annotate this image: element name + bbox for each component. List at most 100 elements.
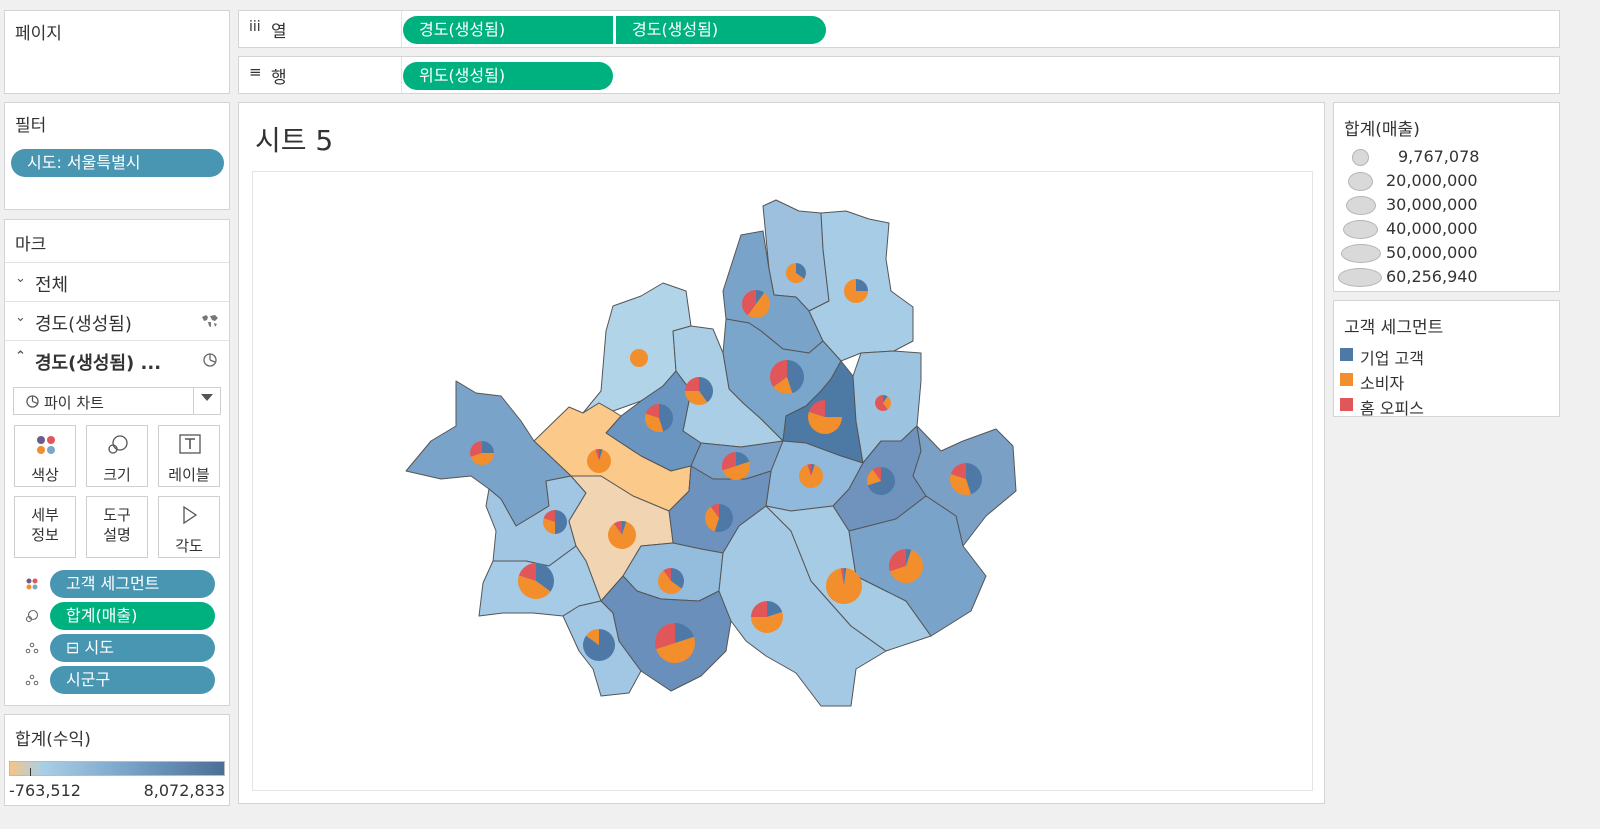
- columns-shelf[interactable]: iii 열 경도(생성됨) 경도(생성됨): [238, 10, 1560, 48]
- detail-icon: [25, 674, 39, 686]
- detail-icon: [25, 642, 39, 654]
- pie-marker[interactable]: [655, 623, 695, 664]
- pie-slice: [826, 568, 863, 604]
- size-circle-icon: [1341, 244, 1381, 263]
- filters-title: 필터: [15, 116, 47, 136]
- marks-row-all[interactable]: ⌄ 전체: [5, 262, 229, 302]
- pie-slice: [659, 404, 674, 432]
- pie-marker[interactable]: [543, 510, 567, 535]
- mark-field-sido[interactable]: ⊟ 시도: [5, 633, 225, 663]
- rows-shelf[interactable]: ≡ 행 위도(생성됨): [238, 56, 1560, 94]
- pie-slice: [608, 521, 637, 549]
- column-pill-longitude-2[interactable]: 경도(생성됨): [616, 16, 826, 44]
- pie-marker[interactable]: [751, 601, 783, 633]
- pie-slice: [663, 568, 671, 581]
- mark-field-sales[interactable]: 합계(매출): [5, 601, 225, 631]
- field-pill-segment[interactable]: 고객 세그먼트: [50, 570, 215, 598]
- pie-slice: [675, 623, 695, 643]
- pie-slice: [543, 518, 555, 535]
- field-pill-sido[interactable]: ⊟ 시도: [50, 634, 215, 662]
- pie-marker[interactable]: [889, 549, 924, 583]
- label-button[interactable]: 레이블: [158, 425, 220, 487]
- pie-marker[interactable]: [583, 629, 616, 661]
- segment-legend-item[interactable]: 기업 고객: [1334, 345, 1554, 368]
- size-circle-icon: [1338, 268, 1382, 287]
- profit-gradient-bar: [9, 761, 225, 776]
- pie-icon: [203, 353, 217, 367]
- rows-shelf-icon: ≡: [249, 63, 262, 81]
- pie-marker[interactable]: [704, 504, 734, 532]
- pages-panel[interactable]: 페이지: [4, 10, 230, 94]
- mark-type-label: 파이 차트: [44, 394, 104, 412]
- pie-marker[interactable]: [808, 400, 842, 434]
- mark-field-segment[interactable]: 고객 세그먼트: [5, 569, 225, 599]
- size-button[interactable]: 크기: [86, 425, 148, 487]
- pie-marker[interactable]: [770, 360, 804, 394]
- pie-slice: [671, 568, 684, 589]
- pie-slice: [470, 441, 482, 457]
- color-button[interactable]: 색상: [14, 425, 76, 487]
- pie-marker[interactable]: [875, 395, 891, 411]
- detail-button[interactable]: 세부 정보: [14, 496, 76, 558]
- filters-panel[interactable]: 필터 시도: 서울특별시: [4, 102, 230, 210]
- map-canvas[interactable]: [252, 171, 1313, 791]
- pie-slice: [950, 463, 966, 479]
- field-pill-sales[interactable]: 합계(매출): [50, 602, 215, 630]
- field-pill-sigungu[interactable]: 시군구: [50, 666, 215, 694]
- pie-marker[interactable]: [786, 263, 806, 283]
- pie-slice: [840, 568, 844, 586]
- pie-slice: [756, 290, 765, 304]
- marks-row-longitude-map[interactable]: ⌄ 경도(생성됨): [5, 301, 229, 341]
- row-pill-latitude[interactable]: 위도(생성됨): [403, 62, 613, 90]
- pie-slice: [658, 570, 682, 594]
- pie-slice: [796, 263, 806, 279]
- pie-marker[interactable]: [844, 279, 868, 303]
- mark-type-dropdown[interactable]: 파이 차트: [13, 387, 221, 415]
- pie-marker[interactable]: [470, 441, 494, 466]
- pie-marker[interactable]: [630, 349, 648, 367]
- segment-legend-item[interactable]: 홈 오피스: [1334, 395, 1554, 418]
- pie-marker[interactable]: [608, 521, 637, 549]
- size-legend[interactable]: 합계(매출) 9,767,078 20,000,000 30,000,000 4…: [1333, 102, 1560, 292]
- dropdown-divider: [193, 388, 194, 414]
- label-icon: [179, 434, 201, 454]
- pie-slice: [799, 464, 823, 488]
- pie-slice: [906, 549, 912, 566]
- pie-slice: [808, 400, 825, 417]
- mark-field-sigungu[interactable]: 시군구: [5, 665, 225, 695]
- pie-slice: [767, 601, 783, 617]
- pie-marker[interactable]: [658, 568, 684, 594]
- seoul-map[interactable]: [252, 171, 1313, 791]
- pie-slice: [599, 449, 603, 461]
- pie-marker[interactable]: [866, 467, 895, 496]
- pie-slice: [655, 623, 675, 650]
- profit-legend[interactable]: 합계(수익) -763,512 8,072,833: [4, 714, 230, 806]
- angle-button[interactable]: 각도: [158, 496, 220, 558]
- pie-marker[interactable]: [799, 464, 823, 488]
- pie-marker[interactable]: [949, 463, 983, 496]
- pie-marker[interactable]: [742, 290, 770, 318]
- marks-row-longitude-pie[interactable]: ⌃ 경도(생성됨) ...: [5, 340, 229, 380]
- shelf-divider: [401, 11, 402, 47]
- pie-marker[interactable]: [685, 377, 714, 406]
- pie-slice: [482, 441, 494, 453]
- pie-marker[interactable]: [721, 452, 750, 480]
- column-pill-longitude-1[interactable]: 경도(생성됨): [403, 16, 613, 44]
- pie-slice: [613, 521, 622, 535]
- segment-legend[interactable]: 고객 세그먼트 기업 고객 소비자 홈 오피스: [1333, 300, 1560, 418]
- pie-marker[interactable]: [826, 568, 863, 604]
- pie-slice: [630, 349, 648, 367]
- pie-slice: [872, 467, 881, 481]
- chevron-down-icon[interactable]: [201, 394, 213, 401]
- pie-marker[interactable]: [645, 404, 674, 433]
- pie-marker[interactable]: [517, 563, 555, 600]
- chevron-down-icon: ⌄: [15, 271, 26, 286]
- tooltip-button[interactable]: 도구 설명: [86, 496, 148, 558]
- pie-marker[interactable]: [587, 449, 611, 474]
- segment-legend-title: 고객 세그먼트: [1344, 318, 1444, 338]
- sheet-view[interactable]: 시트 5: [238, 102, 1325, 804]
- pie-slice: [867, 467, 895, 496]
- segment-legend-item[interactable]: 소비자: [1334, 370, 1554, 393]
- filter-pill-sido[interactable]: 시도: 서울특별시: [11, 149, 224, 177]
- pie-slice: [543, 510, 555, 522]
